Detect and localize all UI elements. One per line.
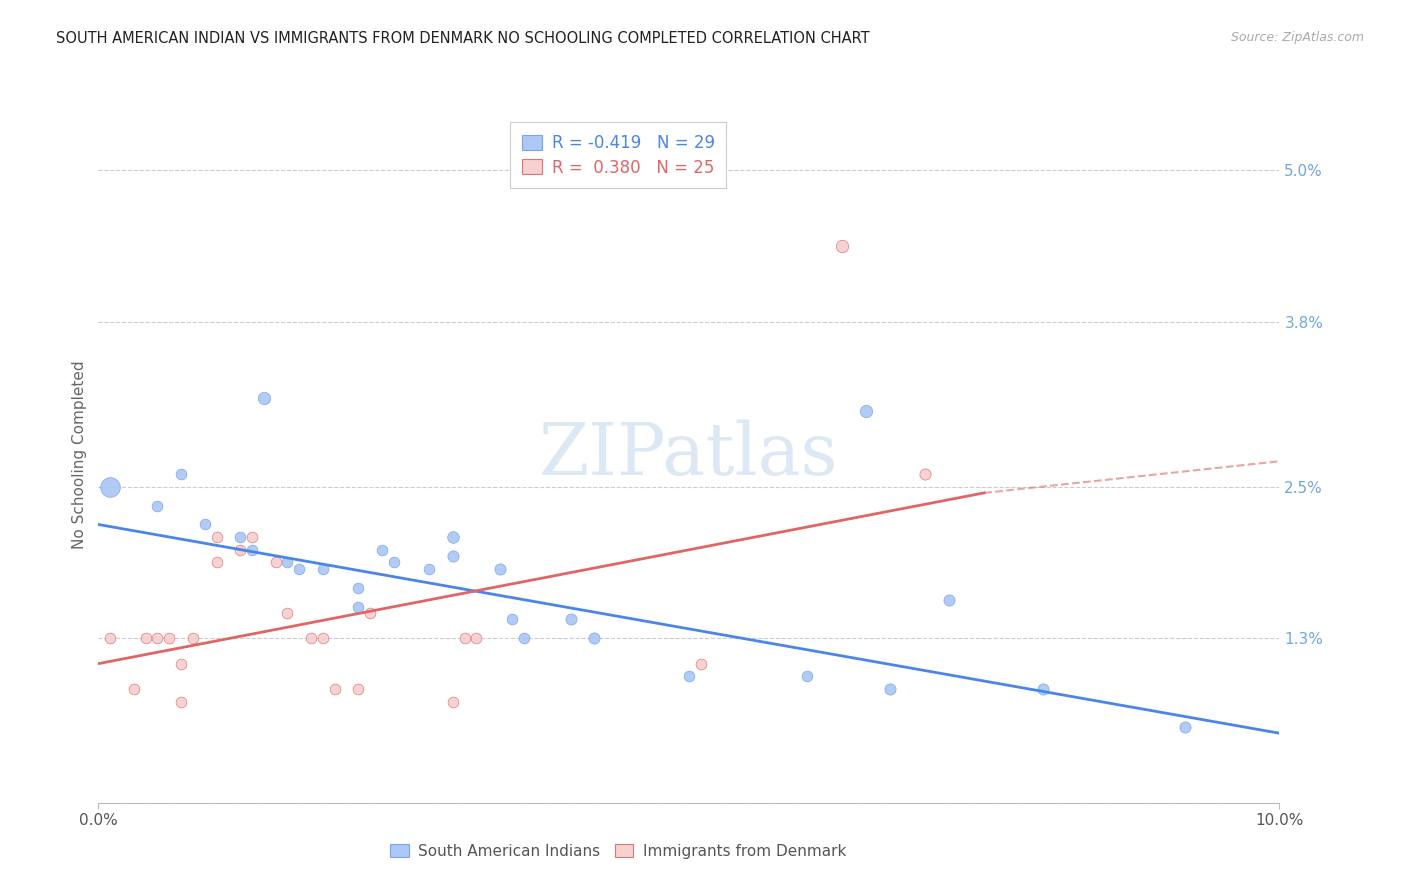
Point: [678, 669, 700, 683]
Point: [347, 681, 370, 696]
Point: [453, 632, 475, 646]
Point: [489, 562, 512, 576]
Point: [1032, 681, 1054, 696]
Point: [170, 695, 193, 709]
Point: [276, 556, 298, 570]
Point: [229, 530, 252, 544]
Point: [276, 606, 298, 620]
Point: [146, 499, 169, 513]
Point: [135, 632, 157, 646]
Point: [323, 681, 346, 696]
Point: [264, 556, 287, 570]
Point: [347, 581, 370, 595]
Point: [1174, 720, 1197, 734]
Point: [288, 562, 311, 576]
Point: [441, 530, 464, 544]
Point: [501, 612, 523, 626]
Point: [347, 599, 370, 614]
Legend: South American Indians, Immigrants from Denmark: South American Indians, Immigrants from …: [384, 838, 852, 864]
Point: [205, 556, 228, 570]
Point: [418, 562, 440, 576]
Point: [299, 632, 322, 646]
Point: [938, 593, 960, 607]
Point: [146, 632, 169, 646]
Text: SOUTH AMERICAN INDIAN VS IMMIGRANTS FROM DENMARK NO SCHOOLING COMPLETED CORRELAT: SOUTH AMERICAN INDIAN VS IMMIGRANTS FROM…: [56, 31, 870, 46]
Point: [157, 632, 180, 646]
Point: [181, 632, 204, 646]
Point: [371, 542, 394, 557]
Point: [98, 632, 121, 646]
Point: [914, 467, 936, 481]
Point: [441, 549, 464, 563]
Point: [855, 403, 877, 417]
Point: [240, 542, 263, 557]
Y-axis label: No Schooling Completed: No Schooling Completed: [72, 360, 87, 549]
Point: [465, 632, 488, 646]
Point: [382, 556, 405, 570]
Point: [512, 632, 534, 646]
Point: [98, 479, 121, 493]
Point: [560, 612, 582, 626]
Point: [689, 657, 711, 671]
Point: [796, 669, 818, 683]
Point: [359, 606, 381, 620]
Point: [831, 239, 853, 253]
Point: [253, 391, 276, 405]
Text: ZIPatlas: ZIPatlas: [538, 419, 839, 491]
Point: [240, 530, 263, 544]
Point: [312, 632, 335, 646]
Point: [170, 467, 193, 481]
Point: [312, 562, 335, 576]
Text: Source: ZipAtlas.com: Source: ZipAtlas.com: [1230, 31, 1364, 45]
Point: [194, 517, 217, 532]
Point: [441, 695, 464, 709]
Point: [122, 681, 145, 696]
Point: [879, 681, 901, 696]
Point: [229, 542, 252, 557]
Point: [583, 632, 606, 646]
Point: [205, 530, 228, 544]
Point: [170, 657, 193, 671]
